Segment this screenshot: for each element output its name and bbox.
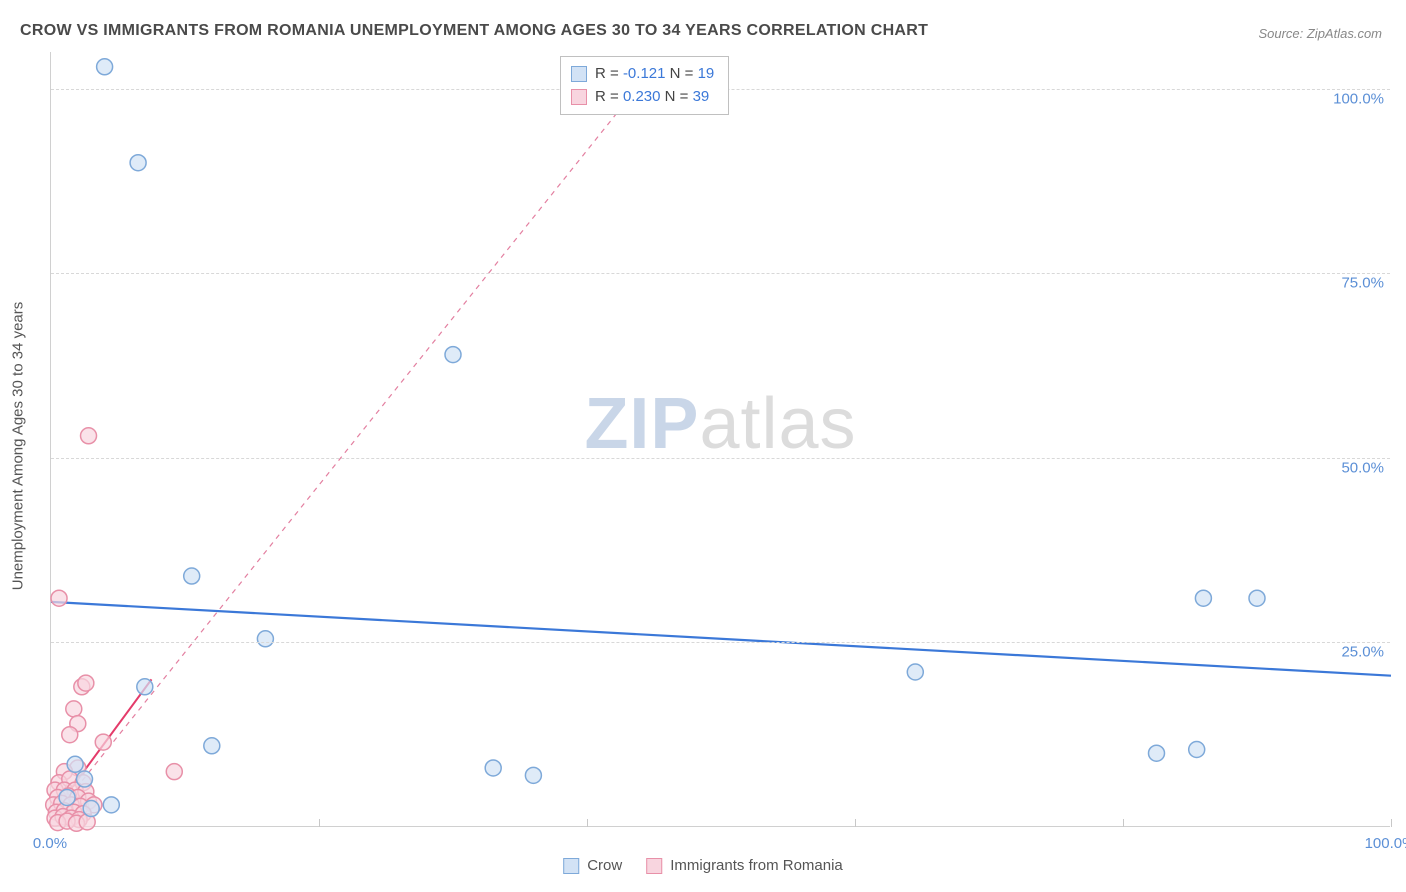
- legend-row: R = -0.121 N = 19: [571, 63, 714, 86]
- scatter-point: [103, 797, 119, 813]
- y-tick-label: 50.0%: [1341, 459, 1392, 476]
- scatter-point: [66, 701, 82, 717]
- scatter-point: [907, 664, 923, 680]
- legend-text: R = -0.121 N = 19: [595, 63, 714, 86]
- legend-text: R = 0.230 N = 39: [595, 86, 709, 109]
- scatter-point: [184, 568, 200, 584]
- x-tick: [587, 819, 588, 827]
- legend-item: Crow: [563, 857, 622, 874]
- scatter-point: [59, 789, 75, 805]
- scatter-point: [97, 59, 113, 75]
- legend-label: Immigrants from Romania: [670, 857, 843, 874]
- scatter-point: [1149, 745, 1165, 761]
- x-tick-label: 0.0%: [33, 835, 67, 852]
- scatter-point: [1189, 742, 1205, 758]
- legend-item: Immigrants from Romania: [646, 857, 843, 874]
- trend-line: [51, 67, 654, 820]
- legend-swatch: [646, 858, 662, 874]
- source-attribution: Source: ZipAtlas.com: [1258, 26, 1382, 41]
- scatter-point: [83, 801, 99, 817]
- legend-swatch: [571, 89, 587, 105]
- gridline-h: [51, 458, 1390, 459]
- x-tick: [1123, 819, 1124, 827]
- correlation-legend: R = -0.121 N = 19R = 0.230 N = 39: [560, 56, 729, 115]
- scatter-point: [1249, 590, 1265, 606]
- scatter-point: [204, 738, 220, 754]
- scatter-svg: [51, 52, 1390, 826]
- legend-swatch: [563, 858, 579, 874]
- scatter-point: [78, 675, 94, 691]
- scatter-point: [166, 764, 182, 780]
- scatter-point: [51, 590, 67, 606]
- series-legend: Crow Immigrants from Romania: [563, 857, 843, 874]
- scatter-point: [445, 347, 461, 363]
- scatter-point: [67, 756, 83, 772]
- scatter-point: [77, 771, 93, 787]
- trend-line: [51, 602, 1391, 676]
- x-tick: [319, 819, 320, 827]
- x-tick: [855, 819, 856, 827]
- scatter-point: [137, 679, 153, 695]
- scatter-point: [257, 631, 273, 647]
- y-tick-label: 100.0%: [1333, 90, 1392, 107]
- scatter-point: [81, 428, 97, 444]
- scatter-point: [525, 767, 541, 783]
- plot-area: ZIPatlas 25.0%50.0%75.0%100.0%: [50, 52, 1390, 827]
- y-tick-label: 75.0%: [1341, 275, 1392, 292]
- scatter-point: [62, 727, 78, 743]
- legend-label: Crow: [587, 857, 622, 874]
- gridline-h: [51, 642, 1390, 643]
- scatter-point: [95, 734, 111, 750]
- y-axis-title: Unemployment Among Ages 30 to 34 years: [10, 302, 27, 591]
- legend-swatch: [571, 66, 587, 82]
- scatter-point: [1195, 590, 1211, 606]
- x-tick-label: 100.0%: [1365, 835, 1406, 852]
- chart-title: CROW VS IMMIGRANTS FROM ROMANIA UNEMPLOY…: [20, 22, 928, 40]
- legend-row: R = 0.230 N = 39: [571, 86, 714, 109]
- y-tick-label: 25.0%: [1341, 644, 1392, 661]
- x-tick: [1391, 819, 1392, 827]
- scatter-point: [485, 760, 501, 776]
- scatter-point: [130, 155, 146, 171]
- gridline-h: [51, 273, 1390, 274]
